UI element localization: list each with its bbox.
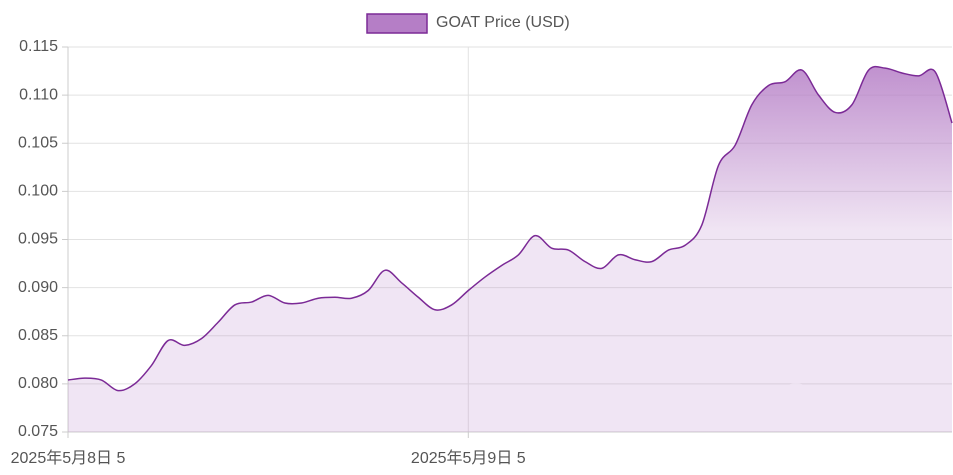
x-tick-label: 2025年5月8日 5 [11, 449, 126, 467]
legend-swatch [366, 13, 428, 34]
legend-label: GOAT Price (USD) [436, 14, 570, 31]
area-fill [68, 66, 952, 433]
y-tick-label: 0.110 [19, 86, 58, 103]
y-tick-label: 0.080 [18, 375, 58, 392]
y-tick-label: 0.105 [18, 134, 58, 151]
y-tick-label: 0.090 [18, 279, 58, 296]
y-tick-label: 0.075 [18, 423, 58, 440]
y-tick-label: 0.100 [18, 183, 58, 200]
x-tick-label: 2025年5月9日 5 [411, 449, 526, 467]
y-tick-label: 0.085 [18, 327, 58, 344]
line [67, 65, 953, 392]
y-tick-label: 0.115 [19, 38, 58, 55]
y-tick-label: 0.095 [18, 231, 58, 248]
